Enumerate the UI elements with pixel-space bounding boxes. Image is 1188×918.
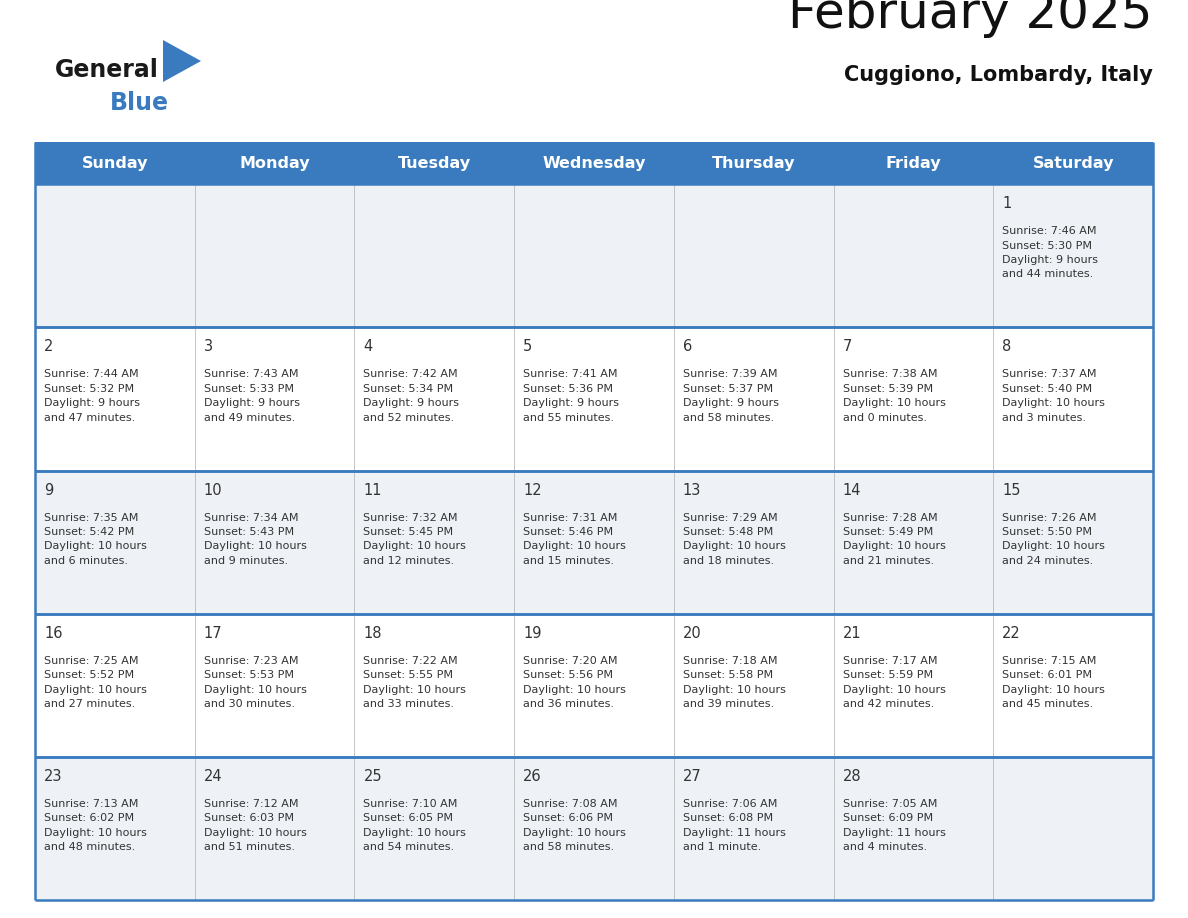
Text: Sunrise: 7:26 AM
Sunset: 5:50 PM
Daylight: 10 hours
and 24 minutes.: Sunrise: 7:26 AM Sunset: 5:50 PM Dayligh…: [1003, 512, 1105, 565]
Text: Sunrise: 7:15 AM
Sunset: 6:01 PM
Daylight: 10 hours
and 45 minutes.: Sunrise: 7:15 AM Sunset: 6:01 PM Dayligh…: [1003, 655, 1105, 709]
Text: 2: 2: [44, 340, 53, 354]
Text: 6: 6: [683, 340, 693, 354]
Bar: [34, 614, 1154, 756]
Text: 17: 17: [203, 626, 222, 641]
Text: General: General: [55, 58, 159, 82]
Text: 25: 25: [364, 769, 383, 784]
Polygon shape: [163, 40, 201, 82]
Bar: [34, 185, 1154, 328]
Text: 1: 1: [1003, 196, 1011, 211]
Text: Sunrise: 7:20 AM
Sunset: 5:56 PM
Daylight: 10 hours
and 36 minutes.: Sunrise: 7:20 AM Sunset: 5:56 PM Dayligh…: [523, 655, 626, 709]
Bar: [34, 471, 1154, 614]
Text: Thursday: Thursday: [712, 156, 796, 171]
Text: Blue: Blue: [110, 91, 169, 115]
Text: 21: 21: [842, 626, 861, 641]
Text: Sunrise: 7:37 AM
Sunset: 5:40 PM
Daylight: 10 hours
and 3 minutes.: Sunrise: 7:37 AM Sunset: 5:40 PM Dayligh…: [1003, 369, 1105, 422]
Text: 28: 28: [842, 769, 861, 784]
Text: Monday: Monday: [239, 156, 310, 171]
Text: 9: 9: [44, 483, 53, 498]
Text: 14: 14: [842, 483, 861, 498]
Bar: [34, 328, 1154, 471]
Text: Friday: Friday: [885, 156, 941, 171]
Text: Sunrise: 7:39 AM
Sunset: 5:37 PM
Daylight: 9 hours
and 58 minutes.: Sunrise: 7:39 AM Sunset: 5:37 PM Dayligh…: [683, 369, 779, 422]
Text: 20: 20: [683, 626, 702, 641]
Text: Sunrise: 7:44 AM
Sunset: 5:32 PM
Daylight: 9 hours
and 47 minutes.: Sunrise: 7:44 AM Sunset: 5:32 PM Dayligh…: [44, 369, 140, 422]
Text: 15: 15: [1003, 483, 1020, 498]
Text: Sunrise: 7:22 AM
Sunset: 5:55 PM
Daylight: 10 hours
and 33 minutes.: Sunrise: 7:22 AM Sunset: 5:55 PM Dayligh…: [364, 655, 467, 709]
Text: Sunrise: 7:31 AM
Sunset: 5:46 PM
Daylight: 10 hours
and 15 minutes.: Sunrise: 7:31 AM Sunset: 5:46 PM Dayligh…: [523, 512, 626, 565]
Text: Tuesday: Tuesday: [398, 156, 470, 171]
Text: 23: 23: [44, 769, 63, 784]
Text: Sunrise: 7:23 AM
Sunset: 5:53 PM
Daylight: 10 hours
and 30 minutes.: Sunrise: 7:23 AM Sunset: 5:53 PM Dayligh…: [203, 655, 307, 709]
Text: 7: 7: [842, 340, 852, 354]
Text: Sunrise: 7:42 AM
Sunset: 5:34 PM
Daylight: 9 hours
and 52 minutes.: Sunrise: 7:42 AM Sunset: 5:34 PM Dayligh…: [364, 369, 460, 422]
Text: 22: 22: [1003, 626, 1020, 641]
Text: 27: 27: [683, 769, 702, 784]
Text: 8: 8: [1003, 340, 1011, 354]
Bar: [34, 142, 1154, 185]
Text: Sunrise: 7:13 AM
Sunset: 6:02 PM
Daylight: 10 hours
and 48 minutes.: Sunrise: 7:13 AM Sunset: 6:02 PM Dayligh…: [44, 799, 147, 852]
Text: February 2025: February 2025: [789, 0, 1154, 38]
Text: 4: 4: [364, 340, 373, 354]
Text: Sunrise: 7:05 AM
Sunset: 6:09 PM
Daylight: 11 hours
and 4 minutes.: Sunrise: 7:05 AM Sunset: 6:09 PM Dayligh…: [842, 799, 946, 852]
Text: Sunrise: 7:10 AM
Sunset: 6:05 PM
Daylight: 10 hours
and 54 minutes.: Sunrise: 7:10 AM Sunset: 6:05 PM Dayligh…: [364, 799, 467, 852]
Text: Sunrise: 7:12 AM
Sunset: 6:03 PM
Daylight: 10 hours
and 51 minutes.: Sunrise: 7:12 AM Sunset: 6:03 PM Dayligh…: [203, 799, 307, 852]
Text: Sunrise: 7:28 AM
Sunset: 5:49 PM
Daylight: 10 hours
and 21 minutes.: Sunrise: 7:28 AM Sunset: 5:49 PM Dayligh…: [842, 512, 946, 565]
Text: Sunrise: 7:25 AM
Sunset: 5:52 PM
Daylight: 10 hours
and 27 minutes.: Sunrise: 7:25 AM Sunset: 5:52 PM Dayligh…: [44, 655, 147, 709]
Text: 10: 10: [203, 483, 222, 498]
Text: Sunrise: 7:17 AM
Sunset: 5:59 PM
Daylight: 10 hours
and 42 minutes.: Sunrise: 7:17 AM Sunset: 5:59 PM Dayligh…: [842, 655, 946, 709]
Text: Sunday: Sunday: [82, 156, 148, 171]
Text: 26: 26: [523, 769, 542, 784]
Text: 12: 12: [523, 483, 542, 498]
Text: Sunrise: 7:35 AM
Sunset: 5:42 PM
Daylight: 10 hours
and 6 minutes.: Sunrise: 7:35 AM Sunset: 5:42 PM Dayligh…: [44, 512, 147, 565]
Text: 11: 11: [364, 483, 381, 498]
Text: Sunrise: 7:46 AM
Sunset: 5:30 PM
Daylight: 9 hours
and 44 minutes.: Sunrise: 7:46 AM Sunset: 5:30 PM Dayligh…: [1003, 227, 1098, 279]
Text: Sunrise: 7:32 AM
Sunset: 5:45 PM
Daylight: 10 hours
and 12 minutes.: Sunrise: 7:32 AM Sunset: 5:45 PM Dayligh…: [364, 512, 467, 565]
Text: Sunrise: 7:08 AM
Sunset: 6:06 PM
Daylight: 10 hours
and 58 minutes.: Sunrise: 7:08 AM Sunset: 6:06 PM Dayligh…: [523, 799, 626, 852]
Text: Sunrise: 7:06 AM
Sunset: 6:08 PM
Daylight: 11 hours
and 1 minute.: Sunrise: 7:06 AM Sunset: 6:08 PM Dayligh…: [683, 799, 785, 852]
Text: Saturday: Saturday: [1032, 156, 1114, 171]
Text: 18: 18: [364, 626, 381, 641]
Text: Sunrise: 7:41 AM
Sunset: 5:36 PM
Daylight: 9 hours
and 55 minutes.: Sunrise: 7:41 AM Sunset: 5:36 PM Dayligh…: [523, 369, 619, 422]
Text: 19: 19: [523, 626, 542, 641]
Bar: [34, 756, 1154, 900]
Text: 5: 5: [523, 340, 532, 354]
Text: 3: 3: [203, 340, 213, 354]
Text: Sunrise: 7:18 AM
Sunset: 5:58 PM
Daylight: 10 hours
and 39 minutes.: Sunrise: 7:18 AM Sunset: 5:58 PM Dayligh…: [683, 655, 785, 709]
Text: Wednesday: Wednesday: [542, 156, 646, 171]
Text: Sunrise: 7:29 AM
Sunset: 5:48 PM
Daylight: 10 hours
and 18 minutes.: Sunrise: 7:29 AM Sunset: 5:48 PM Dayligh…: [683, 512, 785, 565]
Text: 16: 16: [44, 626, 63, 641]
Text: Cuggiono, Lombardy, Italy: Cuggiono, Lombardy, Italy: [845, 65, 1154, 85]
Text: Sunrise: 7:34 AM
Sunset: 5:43 PM
Daylight: 10 hours
and 9 minutes.: Sunrise: 7:34 AM Sunset: 5:43 PM Dayligh…: [203, 512, 307, 565]
Text: Sunrise: 7:38 AM
Sunset: 5:39 PM
Daylight: 10 hours
and 0 minutes.: Sunrise: 7:38 AM Sunset: 5:39 PM Dayligh…: [842, 369, 946, 422]
Text: 24: 24: [203, 769, 222, 784]
Text: Sunrise: 7:43 AM
Sunset: 5:33 PM
Daylight: 9 hours
and 49 minutes.: Sunrise: 7:43 AM Sunset: 5:33 PM Dayligh…: [203, 369, 299, 422]
Text: 13: 13: [683, 483, 701, 498]
